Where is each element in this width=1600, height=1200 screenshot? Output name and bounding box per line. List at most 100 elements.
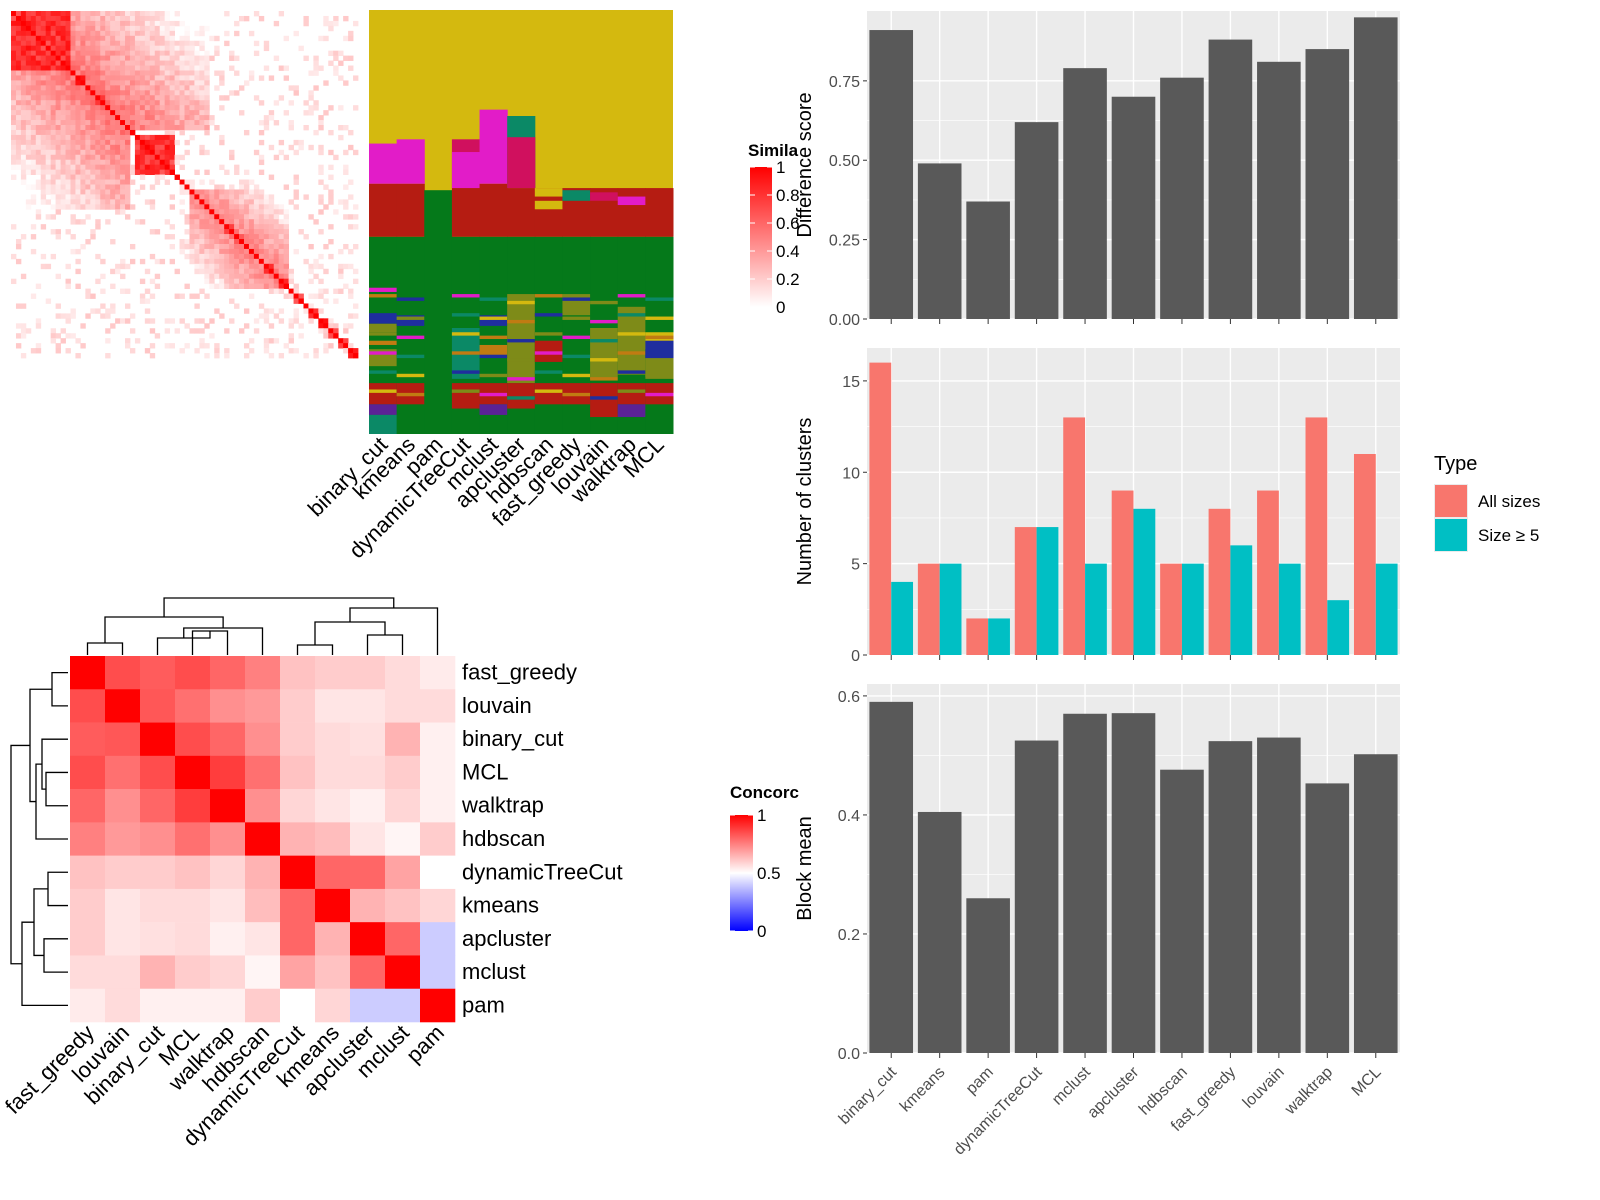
cluster-membership-segment	[507, 137, 536, 189]
similarity-cell	[70, 105, 76, 111]
similarity-cell	[199, 243, 205, 250]
similarity-cell	[179, 20, 185, 27]
similarity-cell	[313, 55, 319, 61]
similarity-cell	[30, 80, 37, 86]
similarity-cell	[199, 70, 205, 76]
similarity-cell	[199, 258, 205, 265]
similarity-cell	[194, 70, 200, 76]
similarity-cell	[55, 348, 61, 354]
similarity-cell	[65, 90, 71, 96]
similarity-cell	[15, 243, 22, 250]
concordance-cell	[245, 656, 281, 690]
similarity-cell	[169, 115, 175, 121]
similarity-cell	[219, 273, 225, 280]
similarity-cell	[194, 258, 200, 265]
cluster-membership-stripe	[590, 358, 619, 362]
similarity-cell	[45, 184, 52, 190]
similarity-cell	[40, 159, 47, 166]
similarity-cell	[343, 184, 349, 190]
similarity-cell	[234, 268, 240, 275]
similarity-cell	[70, 129, 76, 136]
similarity-cell	[139, 40, 146, 47]
similarity-cell	[204, 239, 210, 245]
similarity-cell	[214, 283, 220, 289]
similarity-cell	[293, 313, 299, 319]
similarity-cell	[25, 139, 32, 146]
concordance-cell	[70, 888, 106, 923]
concordance-cell	[105, 789, 141, 823]
similarity-cell	[164, 318, 171, 324]
similarity-cell	[179, 70, 185, 76]
similarity-cell	[105, 164, 111, 171]
similarity-cell	[149, 80, 156, 86]
similarity-cell	[85, 154, 91, 161]
cluster-membership-segment	[617, 306, 646, 375]
similarity-cell	[204, 90, 210, 96]
x-tick-label: mclust	[1049, 1063, 1094, 1108]
similarity-cell	[110, 139, 116, 146]
dendrogram-branch	[366, 634, 404, 655]
similarity-cell	[318, 199, 324, 205]
cluster-membership-stripe	[590, 319, 619, 324]
similarity-cell	[149, 253, 156, 260]
similarity-cell	[268, 219, 275, 225]
similarity-cell	[75, 40, 81, 47]
similarity-cell	[234, 234, 240, 240]
similarity-cell	[25, 45, 32, 52]
similarity-cell	[100, 134, 106, 141]
similarity-cell	[248, 30, 255, 37]
similarity-cell	[234, 20, 240, 27]
similarity-cell	[105, 50, 111, 57]
similarity-cell	[303, 55, 309, 61]
similarity-cell	[75, 65, 81, 71]
similarity-cell	[234, 194, 240, 200]
similarity-cell	[169, 120, 175, 126]
similarity-cell	[80, 65, 86, 71]
similarity-cell	[110, 323, 116, 329]
similarity-cell	[65, 318, 71, 324]
similarity-cell	[248, 229, 255, 235]
similarity-cell	[125, 15, 131, 22]
similarity-cell	[308, 105, 314, 111]
similarity-cell	[100, 95, 106, 101]
similarity-cell	[95, 253, 101, 260]
similarity-cell	[159, 55, 166, 61]
similarity-cell	[15, 134, 22, 141]
similarity-cell	[45, 95, 52, 101]
similarity-cell	[115, 189, 121, 195]
similarity-cell	[338, 105, 344, 111]
similarity-cell	[353, 204, 359, 210]
similarity-cell	[174, 328, 180, 334]
similarity-cell	[105, 139, 111, 146]
similarity-cell	[60, 50, 66, 57]
similarity-cell	[40, 50, 47, 57]
similarity-cell	[199, 90, 205, 96]
similarity-cell	[30, 105, 37, 111]
similarity-cell	[55, 134, 61, 141]
similarity-cell	[134, 105, 141, 111]
similarity-cell	[268, 278, 275, 285]
similarity-cell	[55, 60, 61, 66]
similarity-cell	[179, 239, 185, 245]
concordance-cell	[245, 722, 281, 757]
similarity-cell	[90, 85, 96, 91]
similarity-cell	[70, 308, 76, 314]
concordance-cell	[420, 855, 456, 890]
similarity-cell	[50, 50, 57, 57]
similarity-cell	[214, 263, 220, 270]
similarity-cell	[248, 258, 255, 265]
similarity-cell	[60, 194, 66, 200]
similarity-cell	[149, 60, 156, 66]
similarity-cell	[268, 248, 275, 255]
cluster-membership-segment	[507, 383, 536, 409]
similarity-cell	[323, 80, 329, 86]
similarity-cell	[90, 55, 96, 61]
similarity-cell	[35, 323, 42, 329]
similarity-cell	[184, 115, 190, 121]
similarity-cell	[40, 100, 47, 106]
similarity-cell	[40, 105, 47, 111]
similarity-cell	[80, 100, 86, 106]
similarity-cell	[100, 189, 106, 195]
similarity-cell	[214, 343, 220, 349]
y-axis-title: Number of clusters	[794, 418, 816, 586]
